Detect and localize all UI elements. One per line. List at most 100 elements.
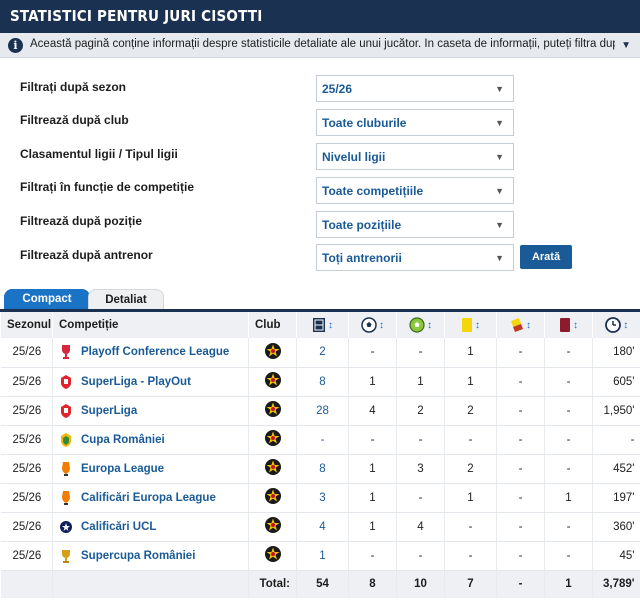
assists-cell: 3 — [396, 454, 445, 484]
second-yellow-cell: - — [496, 338, 545, 368]
club-cell[interactable] — [248, 454, 297, 484]
competition-cell[interactable]: Cupa României — [52, 425, 249, 455]
col-header-appearances[interactable]: ↕ — [296, 312, 349, 338]
position-select[interactable]: Toate pozițiile ▼ — [316, 211, 514, 238]
appearances-cell[interactable]: 1 — [296, 541, 349, 571]
fcsb-club-logo[interactable] — [264, 487, 282, 505]
appearances-cell[interactable]: 4 — [296, 512, 349, 542]
appearances-cell[interactable]: 3 — [296, 483, 349, 513]
stats-table: Sezonul Competiție Club ↕ ↕ ↕ ↕ ↕ ↕ ↕ — [0, 312, 640, 598]
club-cell[interactable] — [248, 425, 297, 455]
second-yellow-cell: - — [496, 483, 545, 513]
appearances-cell[interactable]: 8 — [296, 367, 349, 397]
competition-select[interactable]: Toate competițiile ▼ — [316, 177, 514, 204]
competition-link[interactable]: Europa League — [81, 462, 165, 475]
competition-link[interactable]: Calificări UCL — [81, 520, 157, 533]
chevron-down-icon[interactable]: ▼ — [621, 40, 631, 51]
table-row: 25/26 SuperLiga - PlayOut 8 1 1 1- -605' — [0, 367, 640, 397]
club-select[interactable]: Toate cluburile ▼ — [316, 109, 514, 136]
competition-cell[interactable]: Calificări UCL — [52, 512, 249, 542]
col-header-minutes[interactable]: ↕ — [592, 312, 640, 338]
fcsb-club-logo[interactable] — [264, 400, 282, 418]
fcsb-club-logo[interactable] — [264, 545, 282, 563]
show-button[interactable]: Arată — [520, 245, 572, 269]
club-cell[interactable] — [248, 367, 297, 397]
table-row: 25/26 SuperLiga 28 4 2 2- -1,950' — [0, 396, 640, 426]
sort-icon: ↕ — [328, 320, 333, 332]
table-row: 25/26 Calificări UCL 4 1 4- - -360' — [0, 512, 640, 542]
assists-cell: - — [396, 541, 445, 571]
tab-detaliat[interactable]: Detaliat — [88, 289, 164, 310]
competition-icon — [59, 374, 81, 389]
competition-cell[interactable]: Supercupa României — [52, 541, 249, 571]
total-second-yellow: - — [496, 570, 545, 598]
competition-icon — [59, 461, 81, 476]
assists-icon — [409, 317, 425, 333]
table-row: 25/26 Playoff Conference League 2- -1- -180' — [0, 338, 640, 368]
club-cell[interactable] — [248, 541, 297, 571]
season-select[interactable]: 25/26 ▼ — [316, 75, 514, 102]
fcsb-club-logo[interactable] — [264, 516, 282, 534]
competition-link[interactable]: SuperLiga — [81, 404, 138, 417]
sort-icon: ↕ — [475, 320, 480, 332]
col-header-club[interactable]: Club — [248, 312, 297, 338]
second-yellow-cell: - — [496, 512, 545, 542]
fcsb-club-logo[interactable] — [264, 429, 282, 447]
season-cell: 25/26 — [0, 338, 53, 368]
competition-cell[interactable]: SuperLiga — [52, 396, 249, 426]
competition-icon — [59, 403, 81, 418]
coach-select-value: Toți antrenorii — [322, 251, 402, 265]
appearances-cell[interactable]: - — [296, 425, 349, 455]
minutes-cell: 452' — [592, 454, 640, 484]
appearances-cell[interactable]: 8 — [296, 454, 349, 484]
competition-cell[interactable]: Playoff Conference League — [52, 338, 249, 368]
info-bar[interactable]: i Această pagină conține informații desp… — [0, 33, 640, 58]
competition-cell[interactable]: Europa League — [52, 454, 249, 484]
competition-cell[interactable]: Calificări Europa League — [52, 483, 249, 513]
col-header-second-yellow[interactable]: ↕ — [496, 312, 545, 338]
competition-cell[interactable]: SuperLiga - PlayOut — [52, 367, 249, 397]
appearances-cell[interactable]: 28 — [296, 396, 349, 426]
competition-link[interactable]: Playoff Conference League — [81, 346, 230, 359]
competition-link[interactable]: Cupa României — [81, 433, 165, 446]
season-cell: 25/26 — [0, 367, 53, 397]
red-cards-cell: - — [544, 512, 593, 542]
sort-icon: ↕ — [427, 320, 432, 332]
col-header-assists[interactable]: ↕ — [396, 312, 445, 338]
yellow-cards-cell: 1 — [444, 367, 497, 397]
league-select[interactable]: Nivelul ligii ▼ — [316, 143, 514, 170]
competition-link[interactable]: SuperLiga - PlayOut — [81, 375, 191, 388]
col-header-goals[interactable]: ↕ — [348, 312, 397, 338]
fcsb-club-logo[interactable] — [264, 342, 282, 360]
competition-link[interactable]: Calificări Europa League — [81, 491, 216, 504]
col-header-season[interactable]: Sezonul — [0, 312, 53, 338]
coach-select[interactable]: Toți antrenorii ▼ — [316, 244, 514, 271]
club-cell[interactable] — [248, 396, 297, 426]
tab-compact[interactable]: Compact — [4, 289, 90, 310]
filter-label-season: Filtrați după sezon — [20, 80, 127, 94]
sort-icon: ↕ — [526, 320, 531, 332]
total-appearances: 54 — [296, 570, 349, 598]
club-cell[interactable] — [248, 338, 297, 368]
goals-cell: - — [348, 425, 397, 455]
second-yellow-cell: - — [496, 367, 545, 397]
col-header-yellow-cards[interactable]: ↕ — [444, 312, 497, 338]
fcsb-club-logo[interactable] — [264, 371, 282, 389]
col-header-competition[interactable]: Competiție — [52, 312, 249, 338]
fcsb-club-logo[interactable] — [264, 458, 282, 476]
appearances-cell[interactable]: 2 — [296, 338, 349, 368]
goals-cell: 1 — [348, 512, 397, 542]
assists-cell: - — [396, 338, 445, 368]
club-select-value: Toate cluburile — [322, 116, 407, 130]
filter-label-position: Filtrează după poziție — [20, 214, 143, 228]
season-cell: 25/26 — [0, 483, 53, 513]
page-title: Statistici pentru Juri Cisotti — [10, 7, 263, 25]
competition-link[interactable]: Supercupa României — [81, 549, 196, 562]
red-cards-cell: 1 — [544, 483, 593, 513]
goals-cell: 1 — [348, 454, 397, 484]
col-header-red-cards[interactable]: ↕ — [544, 312, 593, 338]
red-card-icon — [560, 318, 570, 332]
table-row: 25/26 Supercupa României 1- - - - -45' — [0, 541, 640, 571]
club-cell[interactable] — [248, 512, 297, 542]
club-cell[interactable] — [248, 483, 297, 513]
